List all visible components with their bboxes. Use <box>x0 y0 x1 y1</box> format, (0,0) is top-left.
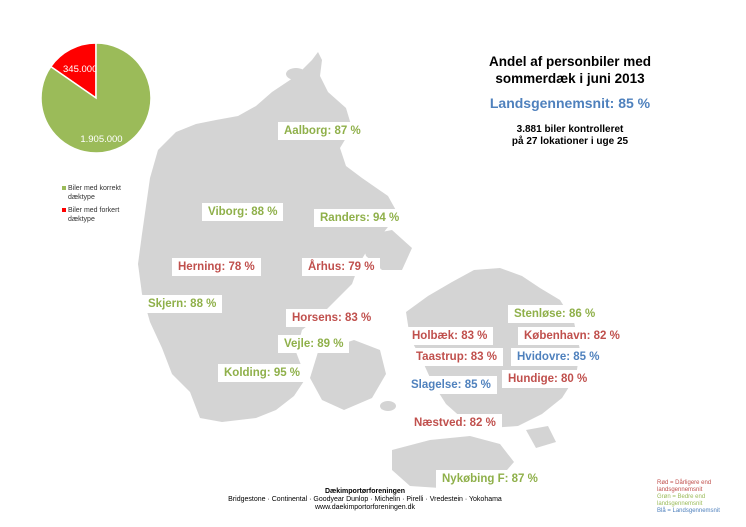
stats-text: 3.881 biler kontrolleret på 27 lokatione… <box>470 124 670 148</box>
location-label-hundige: Hundige: 80 % <box>502 370 594 388</box>
national-average: Landsgennemsnit: 85 % <box>489 95 651 111</box>
pie-label-incorrect: 345.000 <box>63 64 97 75</box>
legend-swatch-incorrect <box>62 208 66 212</box>
title-line-2: sommerdæk i juni 2013 <box>495 71 645 86</box>
location-label-aarhus: Århus: 79 % <box>302 258 381 276</box>
legend-swatch-correct <box>62 186 66 190</box>
pie-slice-correct <box>40 42 152 154</box>
key-green: Grøn = Bedre end landsgennemsnit <box>657 494 706 507</box>
stats-line-1: 3.881 biler kontrolleret <box>516 124 624 135</box>
moen-shape <box>526 426 556 448</box>
footer-url: www.daekimportorforeningen.dk <box>315 504 415 511</box>
title-line-1: Andel af personbiler med <box>488 54 652 69</box>
location-label-vejle: Vejle: 89 % <box>278 335 350 353</box>
jutland-shape <box>138 52 398 422</box>
location-label-horsens: Horsens: 83 % <box>286 309 378 327</box>
legend-label-incorrect: Biler med forkert dæktype <box>68 207 120 223</box>
footer-brands: Bridgestone · Continental · Goodyear Dun… <box>228 496 502 503</box>
location-label-randers: Randers: 94 % <box>314 209 406 227</box>
pie-legend: Biler med korrekt dæktype Biler med fork… <box>62 184 144 228</box>
location-label-herning: Herning: 78 % <box>172 258 261 276</box>
location-label-naestved: Næstved: 82 % <box>408 414 502 432</box>
pie-label-correct: 1.905.000 <box>80 134 122 145</box>
location-label-nykoebing-f: Nykøbing F: 87 % <box>436 470 544 488</box>
location-label-stenloese: Stenløse: 86 % <box>508 305 602 323</box>
key-blue: Blå = Landsgennemsnit <box>657 508 720 514</box>
page-title: Andel af personbiler med sommerdæk i jun… <box>470 53 670 87</box>
legend-item-correct: Biler med korrekt dæktype <box>62 184 144 202</box>
key-red: Rød = Dårligere end landsgennemsnit <box>657 480 712 493</box>
legend-item-incorrect: Biler med forkert dæktype <box>62 206 144 224</box>
pie-svg: 345.000 1.905.000 <box>40 42 152 154</box>
stats-line-2: på 27 lokationer i uge 25 <box>511 136 629 147</box>
location-label-skjern: Skjern: 88 % <box>142 295 223 313</box>
footer-org: Dækimportørforeningen <box>324 488 406 495</box>
pie-chart: 345.000 1.905.000 <box>40 42 152 154</box>
location-label-hvidovre: Hvidovre: 85 % <box>511 348 606 366</box>
location-label-holbaek: Holbæk: 83 % <box>406 327 494 345</box>
funen-shape <box>310 340 386 410</box>
location-label-taastrup: Taastrup: 83 % <box>410 348 503 366</box>
color-key: Rød = Dårligere end landsgennemsnit Grøn… <box>657 480 737 515</box>
location-label-aalborg: Aalborg: 87 % <box>278 122 367 140</box>
footer: Dækimportørforeningen Bridgestone · Cont… <box>200 488 530 512</box>
location-label-kolding: Kolding: 95 % <box>218 364 307 382</box>
location-label-koebenhavn: København: 82 % <box>518 327 626 345</box>
location-label-slagelse: Slagelse: 85 % <box>405 376 497 394</box>
location-label-viborg: Viborg: 88 % <box>202 203 284 221</box>
legend-label-correct: Biler med korrekt dæktype <box>68 185 121 201</box>
pie-slice-incorrect <box>49 42 97 100</box>
